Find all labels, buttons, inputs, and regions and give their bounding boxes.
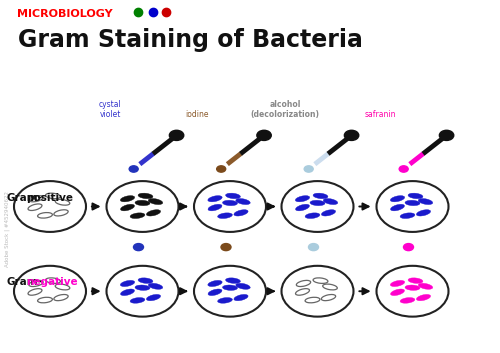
Ellipse shape (324, 198, 338, 205)
Ellipse shape (390, 196, 404, 202)
Ellipse shape (208, 204, 222, 211)
Text: Adobe Stock | #452940622: Adobe Stock | #452940622 (4, 191, 10, 268)
Ellipse shape (390, 289, 404, 295)
Text: positive: positive (26, 193, 74, 203)
Ellipse shape (296, 204, 310, 211)
Ellipse shape (405, 285, 420, 291)
Ellipse shape (400, 298, 415, 303)
Ellipse shape (418, 198, 432, 205)
Ellipse shape (400, 213, 415, 219)
Ellipse shape (146, 294, 160, 301)
Circle shape (170, 130, 184, 140)
Ellipse shape (120, 196, 134, 202)
Ellipse shape (408, 278, 423, 283)
Circle shape (404, 244, 413, 251)
Ellipse shape (208, 289, 222, 295)
Circle shape (257, 130, 272, 140)
Ellipse shape (296, 196, 310, 202)
Ellipse shape (135, 200, 150, 206)
Ellipse shape (416, 294, 430, 301)
Ellipse shape (322, 210, 336, 216)
Text: Gram-: Gram- (6, 193, 43, 203)
Circle shape (440, 130, 454, 140)
Ellipse shape (305, 213, 320, 219)
Text: Gram-: Gram- (6, 277, 43, 287)
Circle shape (134, 244, 143, 251)
Ellipse shape (390, 280, 404, 287)
Ellipse shape (222, 285, 238, 291)
Ellipse shape (226, 278, 240, 283)
Ellipse shape (234, 294, 248, 301)
Text: Gram Staining of Bacteria: Gram Staining of Bacteria (18, 28, 362, 52)
Ellipse shape (138, 193, 153, 199)
Circle shape (304, 166, 313, 172)
Circle shape (129, 166, 138, 172)
Text: negative: negative (26, 277, 78, 287)
Circle shape (308, 244, 318, 251)
Ellipse shape (120, 280, 134, 287)
Ellipse shape (416, 210, 430, 216)
Text: iodine: iodine (186, 110, 209, 119)
Ellipse shape (405, 200, 420, 206)
Ellipse shape (208, 196, 222, 202)
Ellipse shape (138, 278, 153, 283)
Ellipse shape (222, 200, 238, 206)
Circle shape (399, 166, 408, 172)
Ellipse shape (148, 283, 162, 289)
Ellipse shape (148, 198, 162, 205)
Ellipse shape (120, 204, 134, 211)
Text: alcohol
(decolorization): alcohol (decolorization) (250, 100, 320, 119)
Ellipse shape (146, 210, 160, 216)
Ellipse shape (130, 298, 145, 303)
Circle shape (221, 244, 231, 251)
Ellipse shape (236, 198, 250, 205)
Ellipse shape (208, 280, 222, 287)
Circle shape (216, 166, 226, 172)
Ellipse shape (226, 193, 240, 199)
Ellipse shape (218, 298, 232, 303)
Ellipse shape (218, 213, 232, 219)
Ellipse shape (313, 193, 328, 199)
Text: cystal
violet: cystal violet (98, 100, 122, 119)
Ellipse shape (120, 289, 134, 295)
Ellipse shape (234, 210, 248, 216)
Ellipse shape (408, 193, 423, 199)
Ellipse shape (310, 200, 325, 206)
Ellipse shape (130, 213, 145, 219)
Text: MICROBIOLOGY: MICROBIOLOGY (18, 9, 113, 19)
Text: safranin: safranin (364, 110, 396, 119)
Ellipse shape (135, 285, 150, 291)
Ellipse shape (236, 283, 250, 289)
Ellipse shape (418, 283, 432, 289)
Ellipse shape (390, 204, 404, 211)
Circle shape (344, 130, 359, 140)
